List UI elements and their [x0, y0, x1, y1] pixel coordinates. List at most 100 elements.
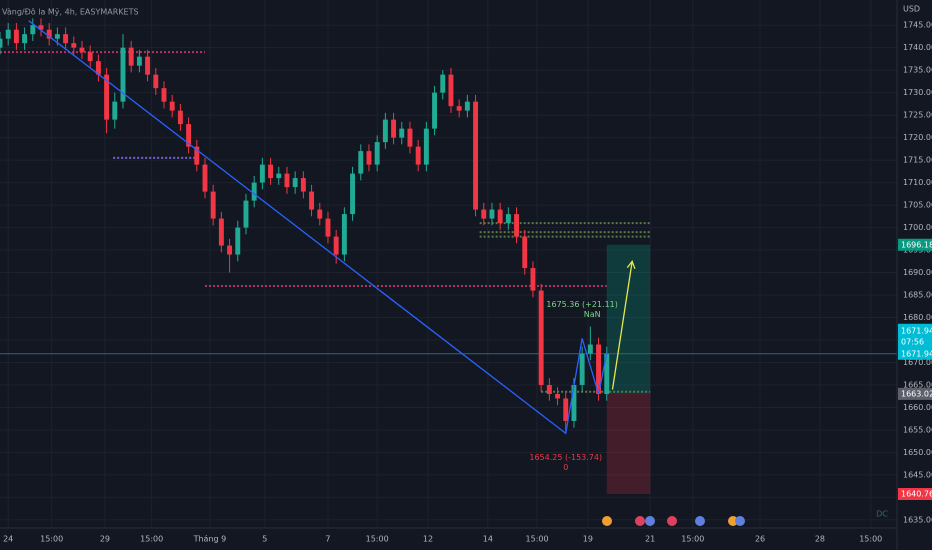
candle-body [5, 29, 11, 39]
candle-body [13, 29, 19, 44]
x-tick-label: 15:00 [681, 535, 704, 544]
x-tick-label: 15:00 [40, 535, 63, 544]
price-tag-label: 1663.02 [901, 389, 932, 398]
candle-body [46, 29, 52, 39]
high-label: 1675.36 (+21.11) [546, 300, 617, 309]
candle-body [423, 128, 429, 165]
y-tick-label: 1710.00 [903, 178, 932, 187]
candle-body [341, 214, 347, 255]
candle-body [366, 151, 372, 165]
candle-body [251, 182, 257, 201]
high-sub: NaN [584, 310, 601, 319]
x-tick-label: Tháng 9 [193, 535, 227, 544]
watermark: DC [876, 510, 888, 519]
candle-body [95, 61, 101, 75]
candle-body [120, 47, 126, 102]
candle-body [153, 74, 159, 89]
low-label: 1654.25 (-153.74) [529, 453, 602, 462]
x-tick-label: 26 [755, 535, 765, 544]
x-tick-label: 21 [645, 535, 655, 544]
candle-body [374, 142, 380, 165]
candle-body [391, 119, 397, 138]
y-tick-label: 1745.00 [903, 21, 932, 30]
candle-body [227, 245, 233, 255]
candle-body [464, 101, 470, 111]
y-tick-label: 1635.00 [903, 515, 932, 524]
candle-body [456, 106, 462, 111]
currency: USD [903, 5, 920, 14]
candle-body [333, 236, 339, 255]
trendline [28, 20, 608, 435]
price-tag-label: 1640.76 [901, 489, 932, 498]
candle-body [505, 214, 511, 224]
candle-body [292, 178, 298, 188]
candle-body [235, 227, 241, 255]
y-tick-label: 1670.00 [903, 358, 932, 367]
candle-body [63, 34, 69, 44]
candle-body [489, 209, 495, 219]
x-tick-label: 15:00 [140, 535, 163, 544]
candle-body [186, 124, 192, 147]
arrow-head [626, 259, 636, 270]
candle-body [71, 43, 77, 48]
price-tag-label: 1696.18 [901, 240, 932, 249]
price-tag [898, 487, 932, 500]
candle-body [54, 34, 60, 39]
candle-body [161, 88, 167, 102]
low-sub: 0 [563, 463, 568, 472]
candle-body [112, 101, 118, 120]
candle-body [202, 164, 208, 192]
plot-area [0, 18, 897, 494]
y-tick-label: 1720.00 [903, 133, 932, 142]
candle-body [104, 74, 110, 120]
y-tick-label: 1730.00 [903, 88, 932, 97]
candle-body [87, 52, 93, 62]
candle-body [79, 47, 85, 53]
target-zone [606, 244, 651, 394]
y-tick-label: 1725.00 [903, 111, 932, 120]
y-tick-label: 1665.00 [903, 380, 932, 389]
x-tick-label: 24 [3, 535, 13, 544]
candle-body [22, 34, 28, 44]
y-tick-label: 1680.00 [903, 313, 932, 322]
candle-body [448, 74, 454, 107]
candle-body [317, 209, 323, 219]
price-tag [898, 387, 932, 400]
stop-zone [606, 393, 651, 494]
candle-body [407, 128, 413, 147]
candle-body [136, 56, 142, 66]
y-tick-label: 1690.00 [903, 268, 932, 277]
candle-body [571, 384, 577, 421]
candle-body [538, 290, 544, 385]
candle-body [546, 384, 552, 394]
last-price-label: 1671.94 [901, 326, 932, 335]
x-tick-label: 5 [262, 535, 267, 544]
x-tick-label: 14 [483, 535, 493, 544]
candle-body [210, 191, 216, 219]
candle-body [415, 146, 421, 165]
grid [0, 0, 897, 528]
candle-body [300, 178, 306, 192]
y-tick-label: 1705.00 [903, 201, 932, 210]
y-tick-label: 1655.00 [903, 425, 932, 434]
candle-body [432, 92, 438, 129]
last-price-label: 1671.94 [901, 349, 932, 358]
x-tick-label: 15:00 [526, 535, 549, 544]
candle-body [243, 200, 249, 228]
x-tick-label: 15:00 [859, 535, 882, 544]
candle-body [284, 173, 290, 188]
candle-body [563, 398, 569, 421]
candle-body [587, 344, 593, 354]
candle-body [497, 209, 503, 224]
candle-body [596, 344, 602, 394]
candle-body [194, 146, 200, 165]
last-price-tag [898, 323, 932, 360]
y-tick-label: 1700.00 [903, 223, 932, 232]
y-tick-label: 1715.00 [903, 156, 932, 165]
candle-body [30, 25, 36, 35]
candle-body [38, 25, 44, 30]
event-icons [602, 516, 745, 526]
